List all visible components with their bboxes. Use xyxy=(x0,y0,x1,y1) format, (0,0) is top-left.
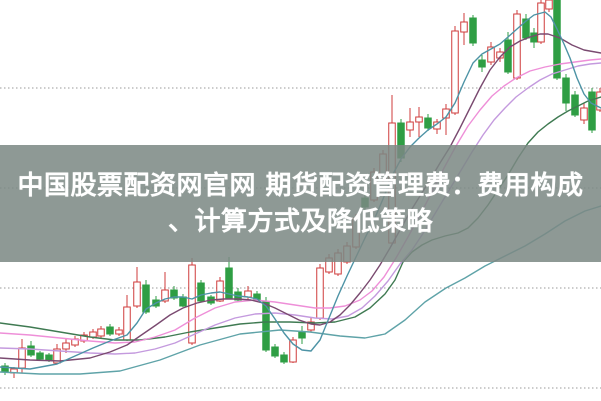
watermark-line-1: 中国股票配资网官网 期货配资管理费：费用构成 xyxy=(17,170,584,201)
candle-dn xyxy=(36,352,44,360)
candle-dn xyxy=(142,284,150,313)
ma-pink xyxy=(0,58,601,344)
candle-up xyxy=(97,328,105,337)
candle-dn xyxy=(298,331,306,339)
candle-up xyxy=(545,0,553,10)
candle-dn xyxy=(571,94,579,116)
candle-dn xyxy=(45,354,53,361)
candle-dn xyxy=(106,326,114,335)
candle-dn xyxy=(424,117,432,129)
watermark-line-2: 、计算方式及降低策略 xyxy=(167,206,433,237)
candle-dn xyxy=(179,296,187,307)
candle-up xyxy=(460,21,468,33)
candle-up xyxy=(216,280,224,302)
ma-purple xyxy=(0,33,601,362)
candle-dn xyxy=(197,282,205,302)
candle-up xyxy=(415,116,423,123)
candle-dn xyxy=(504,39,512,73)
candle-dn xyxy=(553,0,561,79)
candle-dn xyxy=(280,354,288,363)
candle-up xyxy=(537,2,545,43)
candle-up xyxy=(115,329,123,335)
candle-up xyxy=(18,347,26,369)
candle-dn xyxy=(225,267,233,299)
watermark-banner: 中国股票配资网官网 期货配资管理费：费用构成 、计算方式及降低策略 xyxy=(0,145,601,262)
candle-up xyxy=(580,107,588,121)
candle-up xyxy=(289,339,297,363)
candle-up xyxy=(442,108,450,119)
candle-up xyxy=(53,348,61,364)
candle-up xyxy=(487,46,495,63)
candle-dn xyxy=(478,59,486,68)
candle-dn xyxy=(262,301,270,351)
candle-dn xyxy=(27,345,35,356)
candle-dn xyxy=(469,17,477,44)
candle-up xyxy=(451,30,459,114)
candle-up xyxy=(62,342,70,350)
candle-dn xyxy=(562,77,570,104)
ma-violet xyxy=(0,62,601,355)
candle-dn xyxy=(588,91,596,131)
candle-dn xyxy=(530,32,538,43)
candle-up xyxy=(307,321,315,331)
candle-up xyxy=(161,289,169,302)
candle-up xyxy=(133,281,141,307)
candle-up xyxy=(406,121,414,131)
candle-up xyxy=(596,91,601,111)
candle-up xyxy=(89,331,97,338)
ma-fast-teal xyxy=(0,11,601,370)
candle-up xyxy=(513,13,521,79)
candle-up xyxy=(316,267,324,319)
candle-dn xyxy=(271,346,279,357)
candle-dn xyxy=(170,289,178,299)
